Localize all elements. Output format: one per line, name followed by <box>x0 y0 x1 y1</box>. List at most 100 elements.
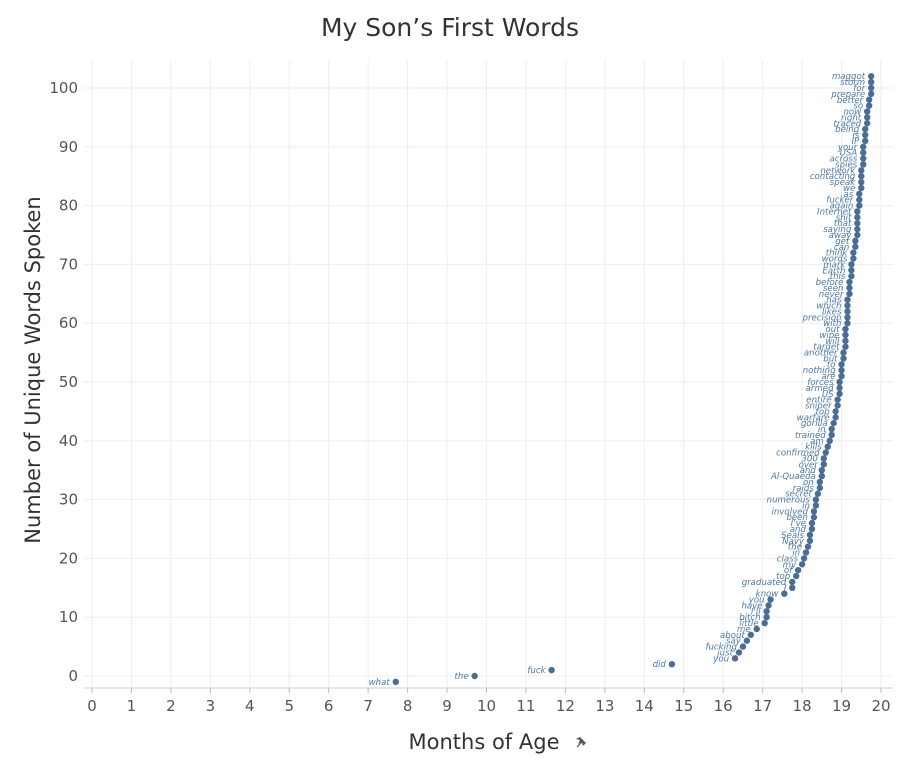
data-point[interactable] <box>789 578 796 586</box>
data-point[interactable] <box>820 455 827 462</box>
data-point[interactable] <box>840 355 847 362</box>
data-point[interactable] <box>850 249 857 256</box>
data-point[interactable] <box>798 561 806 568</box>
data-point[interactable] <box>471 672 478 680</box>
data-point[interactable] <box>858 178 865 186</box>
data-point[interactable] <box>802 549 810 556</box>
data-point[interactable] <box>865 102 873 109</box>
data-point[interactable] <box>848 261 855 268</box>
data-point[interactable] <box>858 173 865 180</box>
data-point[interactable] <box>735 649 743 656</box>
data-point[interactable] <box>731 655 739 662</box>
data-point[interactable] <box>844 296 851 303</box>
data-point[interactable] <box>858 184 865 192</box>
data-point[interactable] <box>850 255 857 262</box>
data-point[interactable] <box>806 537 814 544</box>
data-point[interactable] <box>763 614 770 621</box>
data-point[interactable] <box>824 443 831 450</box>
data-point[interactable] <box>753 625 760 633</box>
data-point[interactable] <box>852 237 859 245</box>
data-point[interactable] <box>842 337 849 345</box>
data-point[interactable] <box>840 349 847 356</box>
data-point[interactable] <box>852 243 859 250</box>
data-point[interactable] <box>739 643 747 650</box>
data-point[interactable] <box>856 196 863 203</box>
data-point[interactable] <box>863 114 871 121</box>
data-point[interactable] <box>838 372 845 380</box>
data-point[interactable] <box>860 149 867 156</box>
data-point[interactable] <box>800 555 808 562</box>
data-point[interactable] <box>844 320 851 327</box>
data-point[interactable] <box>822 449 829 456</box>
data-point[interactable] <box>818 472 826 480</box>
data-point[interactable] <box>863 120 871 127</box>
data-point[interactable] <box>812 496 820 503</box>
data-point[interactable] <box>838 361 845 368</box>
data-point[interactable] <box>832 414 839 421</box>
data-point[interactable] <box>834 396 841 403</box>
data-point[interactable] <box>842 325 849 333</box>
data-point[interactable] <box>862 137 869 145</box>
data-point[interactable] <box>814 490 822 497</box>
data-point[interactable] <box>858 167 865 174</box>
data-point[interactable] <box>806 531 814 539</box>
data-point[interactable] <box>867 78 875 86</box>
data-point[interactable] <box>804 543 812 550</box>
data-point[interactable] <box>828 425 835 433</box>
data-point[interactable] <box>867 90 875 98</box>
data-point[interactable] <box>867 84 875 92</box>
data-point[interactable] <box>854 231 861 239</box>
data-point[interactable] <box>838 367 845 374</box>
data-point[interactable] <box>867 73 875 80</box>
data-point[interactable] <box>781 590 788 597</box>
data-point[interactable] <box>854 220 861 227</box>
data-point[interactable] <box>767 596 774 603</box>
data-point[interactable] <box>860 143 867 150</box>
data-point[interactable] <box>848 267 855 274</box>
data-point[interactable] <box>810 508 818 515</box>
data-point[interactable] <box>763 608 770 615</box>
data-point[interactable] <box>548 666 555 674</box>
data-point[interactable] <box>828 431 835 439</box>
data-point[interactable] <box>832 408 839 415</box>
data-point[interactable] <box>820 461 827 468</box>
data-point[interactable] <box>812 502 820 509</box>
data-point[interactable] <box>794 566 802 574</box>
data-point[interactable] <box>844 308 851 315</box>
data-point[interactable] <box>792 572 800 580</box>
pin-icon[interactable] <box>576 737 586 748</box>
data-point[interactable] <box>830 419 837 427</box>
data-point[interactable] <box>668 661 676 668</box>
data-point[interactable] <box>836 390 843 397</box>
data-point[interactable] <box>862 131 869 139</box>
data-point[interactable] <box>816 484 824 492</box>
data-point[interactable] <box>865 96 873 103</box>
data-point[interactable] <box>846 290 853 297</box>
data-point[interactable] <box>860 155 867 162</box>
data-point[interactable] <box>392 678 399 686</box>
data-point[interactable] <box>854 208 861 215</box>
data-point[interactable] <box>826 437 833 444</box>
data-point[interactable] <box>816 478 824 486</box>
data-point[interactable] <box>808 519 816 527</box>
data-point[interactable] <box>860 161 867 168</box>
data-point[interactable] <box>747 631 755 639</box>
data-point[interactable] <box>808 525 816 533</box>
data-point[interactable] <box>848 272 855 280</box>
data-point[interactable] <box>846 278 853 286</box>
data-point[interactable] <box>856 190 863 198</box>
data-point[interactable] <box>743 637 751 644</box>
data-point[interactable] <box>810 514 818 521</box>
data-point[interactable] <box>846 284 853 292</box>
data-point[interactable] <box>834 402 841 409</box>
data-point[interactable] <box>836 384 843 392</box>
data-point[interactable] <box>765 602 772 609</box>
data-point[interactable] <box>842 343 849 350</box>
data-point[interactable] <box>844 302 851 309</box>
data-point[interactable] <box>789 584 796 591</box>
data-point[interactable] <box>761 619 768 627</box>
data-point[interactable] <box>862 125 869 133</box>
data-point[interactable] <box>854 225 861 233</box>
data-point[interactable] <box>842 331 849 339</box>
data-point[interactable] <box>844 314 851 321</box>
